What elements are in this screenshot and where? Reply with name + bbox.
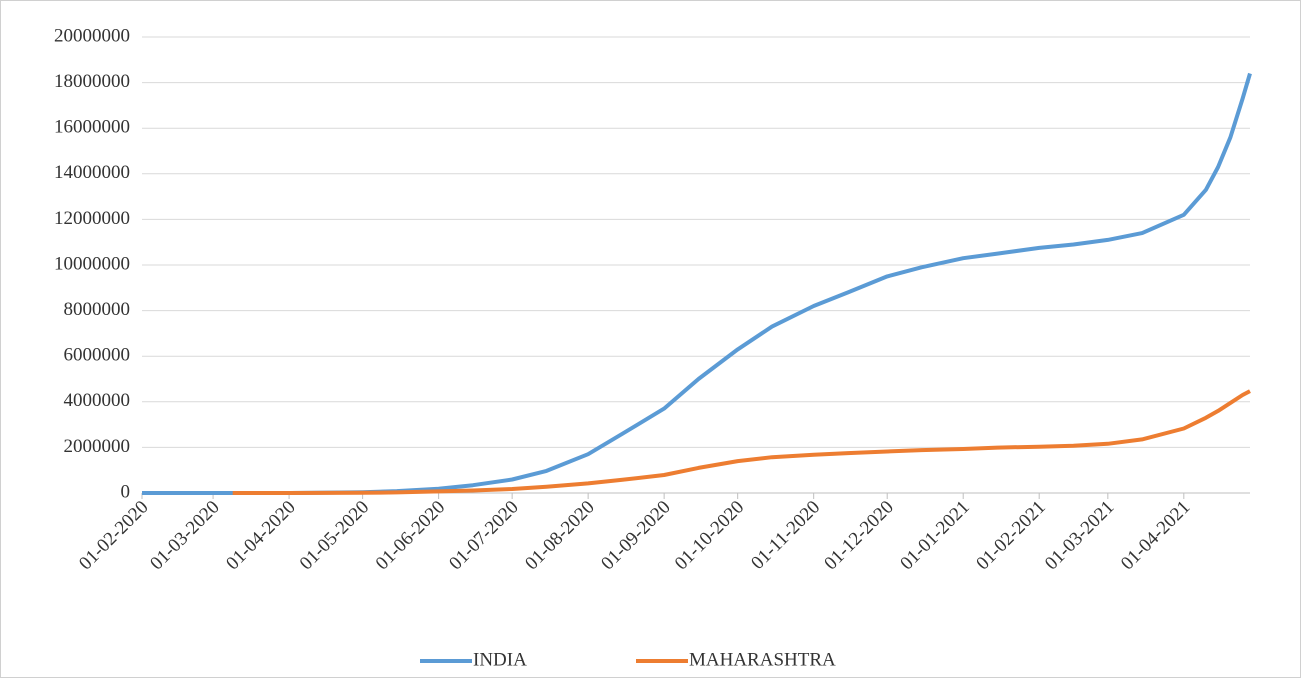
y-tick-label: 6000000 bbox=[64, 345, 131, 366]
y-tick-label: 20000000 bbox=[54, 25, 130, 46]
y-tick-label: 16000000 bbox=[54, 117, 130, 138]
y-tick-label: 4000000 bbox=[64, 390, 131, 411]
y-tick-label: 8000000 bbox=[64, 299, 131, 320]
series-line bbox=[232, 389, 1251, 495]
y-tick-label: 10000000 bbox=[54, 253, 130, 274]
y-tick-label: 0 bbox=[121, 481, 131, 502]
legend-label: INDIA bbox=[473, 649, 527, 670]
y-tick-label: 18000000 bbox=[54, 71, 130, 92]
y-tick-label: 12000000 bbox=[54, 208, 130, 229]
legend-label: MAHARASHTRA bbox=[689, 649, 836, 670]
y-tick-label: 2000000 bbox=[64, 436, 131, 457]
y-tick-label: 14000000 bbox=[54, 162, 130, 183]
